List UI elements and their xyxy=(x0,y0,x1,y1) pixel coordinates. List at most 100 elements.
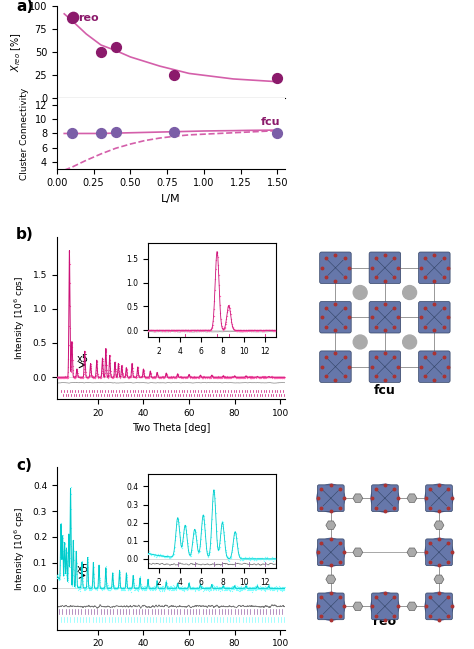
Point xyxy=(55,574,63,585)
Point xyxy=(57,518,65,528)
Point xyxy=(237,372,244,382)
Point xyxy=(191,583,199,594)
Point xyxy=(218,582,225,593)
Point xyxy=(262,585,269,596)
Point xyxy=(256,372,264,382)
Point xyxy=(189,583,196,594)
Point xyxy=(171,372,178,382)
Point xyxy=(204,372,211,382)
Point xyxy=(108,372,115,382)
Point xyxy=(126,582,133,593)
Point xyxy=(124,583,131,593)
Point xyxy=(205,372,212,382)
Point xyxy=(85,372,93,382)
Point xyxy=(190,583,198,594)
Point xyxy=(241,582,249,593)
Point xyxy=(197,371,205,382)
Point xyxy=(81,584,88,594)
Point xyxy=(226,373,234,383)
Point xyxy=(70,535,77,545)
Point xyxy=(64,574,72,585)
FancyBboxPatch shape xyxy=(318,485,344,511)
Point xyxy=(207,372,214,382)
Point xyxy=(92,360,100,370)
Point xyxy=(176,372,183,382)
Point xyxy=(73,367,80,378)
Point xyxy=(159,581,166,591)
Point xyxy=(125,372,133,382)
Point xyxy=(162,582,169,592)
Point xyxy=(99,584,106,594)
Point xyxy=(101,371,109,381)
Point xyxy=(256,372,264,382)
Point xyxy=(198,582,205,593)
Point xyxy=(235,373,242,383)
Point xyxy=(272,582,279,593)
Point xyxy=(229,583,237,594)
Point xyxy=(59,561,67,571)
Point xyxy=(110,581,118,591)
Point xyxy=(94,580,101,591)
Point xyxy=(225,373,233,383)
Point xyxy=(62,569,70,579)
Point xyxy=(134,365,142,375)
Point xyxy=(244,583,252,593)
Point xyxy=(122,571,130,582)
Point xyxy=(226,373,233,383)
Point xyxy=(267,372,275,382)
Point xyxy=(120,585,128,596)
Point xyxy=(69,355,76,365)
Point xyxy=(155,372,162,382)
Point xyxy=(200,583,208,593)
Point xyxy=(101,576,109,586)
Point xyxy=(189,583,197,594)
Point xyxy=(247,582,255,593)
Point xyxy=(168,373,175,383)
Point xyxy=(200,373,207,383)
Point xyxy=(215,372,223,382)
Point xyxy=(244,372,252,382)
Point xyxy=(233,584,240,594)
Point xyxy=(124,373,132,383)
Point xyxy=(241,584,249,594)
Point xyxy=(85,583,92,593)
Point xyxy=(253,580,261,590)
Point xyxy=(217,582,225,592)
Point xyxy=(179,372,186,382)
Point xyxy=(235,583,243,593)
Point xyxy=(158,373,165,383)
Point xyxy=(142,583,149,594)
Point xyxy=(167,372,174,382)
Point xyxy=(66,562,73,572)
Point xyxy=(74,583,82,593)
Point xyxy=(138,371,146,382)
Point xyxy=(148,372,155,382)
Point xyxy=(108,579,116,589)
Point xyxy=(212,584,219,594)
Point xyxy=(63,556,71,566)
Point xyxy=(73,365,81,376)
Point xyxy=(108,583,116,593)
Point xyxy=(225,582,232,593)
Point xyxy=(281,372,288,382)
Point xyxy=(269,583,276,593)
Point xyxy=(254,372,262,382)
Point xyxy=(220,371,228,381)
Point xyxy=(244,585,252,595)
Point xyxy=(123,362,130,373)
Point xyxy=(86,365,94,375)
Point xyxy=(222,371,230,382)
Point xyxy=(74,371,82,381)
Point xyxy=(90,559,97,570)
Point xyxy=(106,350,113,361)
Point xyxy=(243,582,250,592)
Circle shape xyxy=(425,539,453,566)
Point xyxy=(141,373,149,383)
Point xyxy=(58,553,66,563)
Point xyxy=(144,578,151,589)
Point xyxy=(196,373,203,383)
Point xyxy=(151,372,159,382)
Point xyxy=(239,372,246,382)
Point xyxy=(280,583,288,593)
Point xyxy=(220,581,228,591)
